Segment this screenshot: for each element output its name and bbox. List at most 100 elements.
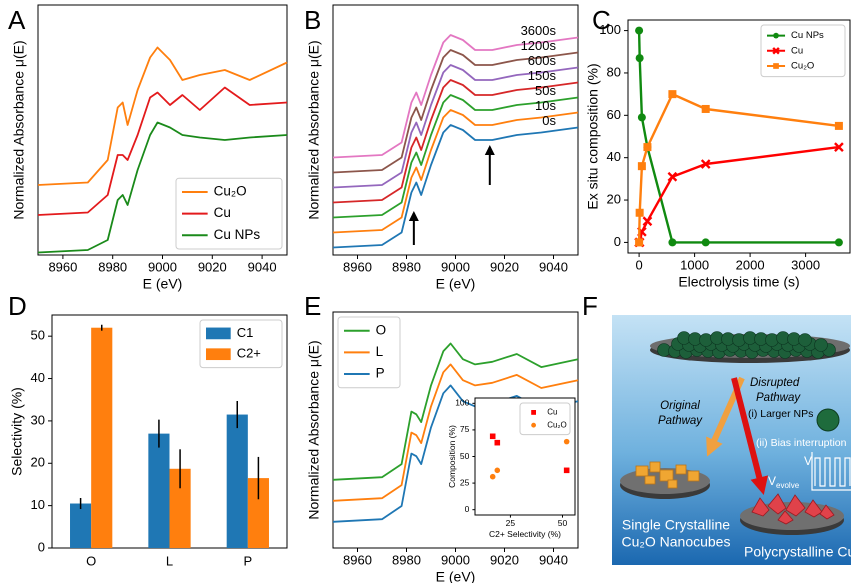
- label: (i) Larger NPs: [748, 408, 813, 420]
- legend-swatch: [206, 348, 231, 361]
- marker: [635, 54, 644, 63]
- y-tick-label: 10: [31, 497, 45, 512]
- y-axis-label: Composition (%): [447, 425, 457, 488]
- line: [332, 64, 579, 189]
- polycrystals: [751, 493, 835, 525]
- x-tick-label: 8980: [98, 259, 127, 274]
- y-tick-label: 20: [31, 455, 45, 470]
- legend-label: Cu: [214, 205, 231, 220]
- marker: [635, 238, 644, 247]
- x-tick-label: 9020: [198, 259, 227, 274]
- line: [637, 92, 840, 243]
- y-tick-label: 40: [31, 370, 45, 385]
- y-tick-label: 20: [607, 191, 621, 206]
- label: Pathway: [756, 392, 801, 404]
- label: V: [804, 454, 812, 468]
- x-axis-label: E (eV): [143, 276, 183, 292]
- x-tick-label: 2000: [736, 257, 765, 272]
- waveform: [811, 452, 851, 491]
- marker: [701, 238, 710, 247]
- marker: [635, 208, 644, 217]
- marker: [834, 142, 844, 152]
- series-label: 50s: [535, 83, 556, 98]
- series-label: 600s: [528, 53, 557, 68]
- legend-label: L: [376, 344, 384, 359]
- bar: [70, 503, 92, 548]
- marker: [700, 159, 711, 169]
- panel-label: D: [8, 291, 27, 321]
- bar: [148, 433, 170, 548]
- label: Polycrystalline Cu: [744, 544, 851, 560]
- line: [332, 94, 579, 219]
- y-axis-label: Normalized Absorbance μ(E): [306, 40, 322, 219]
- y-tick-label: 50: [460, 451, 470, 461]
- marker: [668, 238, 677, 247]
- y-tick-label: 0: [614, 234, 621, 249]
- line: [37, 121, 288, 254]
- y-tick-label: 75: [460, 424, 470, 434]
- marker: [494, 467, 501, 474]
- series-label: 0s: [542, 113, 556, 128]
- large-particle: [816, 408, 840, 432]
- marker: [834, 121, 843, 130]
- arrow: [731, 377, 769, 495]
- x-tick-label: 8960: [343, 259, 372, 274]
- x-tick-label: 9000: [148, 259, 177, 274]
- nanoparticle: [798, 333, 812, 347]
- marker: [773, 32, 779, 39]
- nanoparticles: [657, 331, 836, 359]
- bar: [91, 327, 113, 548]
- label: (ii) Bias interruption: [756, 437, 847, 449]
- line: [332, 363, 579, 502]
- y-tick-label: 60: [607, 107, 621, 122]
- panel-label: B: [304, 5, 321, 35]
- x-tick-label: 8960: [343, 552, 372, 567]
- nanoparticle: [814, 338, 828, 352]
- x-tick-label: 9040: [539, 259, 568, 274]
- x-tick-label: P: [243, 553, 252, 568]
- y-axis-label: Normalized Absorbance μ(E): [306, 340, 322, 519]
- line: [332, 79, 579, 204]
- x-tick-label: O: [86, 553, 96, 568]
- legend-label: C2+: [237, 346, 261, 361]
- panel-label: A: [8, 5, 26, 35]
- marker: [531, 410, 536, 415]
- y-tick-label: 80: [607, 64, 621, 79]
- legend-swatch: [206, 327, 231, 340]
- diagram: Original Pathway Disrupted Pathway (i) L…: [612, 315, 851, 565]
- series-label: 150s: [528, 68, 557, 83]
- label: Single Crystalline: [622, 517, 730, 533]
- label: Vevolve: [768, 474, 800, 490]
- y-axis-label: Selectivity (%): [9, 387, 25, 476]
- legend-label: Cu₂O: [791, 61, 814, 72]
- axes-frame: [627, 19, 851, 254]
- series-label: 1200s: [521, 38, 557, 53]
- line: [332, 34, 579, 159]
- label: evolve: [776, 481, 800, 490]
- marker: [643, 143, 652, 152]
- line: [37, 86, 288, 216]
- marker: [773, 63, 779, 69]
- x-tick-label: 50: [558, 518, 568, 528]
- panel-label: E: [304, 291, 321, 321]
- y-tick-label: 30: [31, 412, 45, 427]
- marker: [637, 113, 646, 122]
- marker: [563, 438, 570, 445]
- marker: [637, 162, 646, 171]
- x-tick-label: 8960: [48, 259, 77, 274]
- marker: [701, 104, 710, 113]
- y-tick-label: 40: [607, 149, 621, 164]
- legend-label: O: [376, 322, 387, 337]
- label: Original: [660, 400, 700, 412]
- x-tick-label: 1000: [680, 257, 709, 272]
- y-tick-label: 0: [38, 539, 45, 554]
- marker: [489, 433, 496, 440]
- marker: [531, 422, 536, 428]
- x-tick-label: 9040: [248, 259, 277, 274]
- marker: [563, 467, 570, 474]
- panel-label: C: [592, 5, 611, 35]
- marker: [667, 171, 678, 182]
- x-tick-label: 9020: [490, 259, 519, 274]
- legend-frame: [760, 24, 846, 78]
